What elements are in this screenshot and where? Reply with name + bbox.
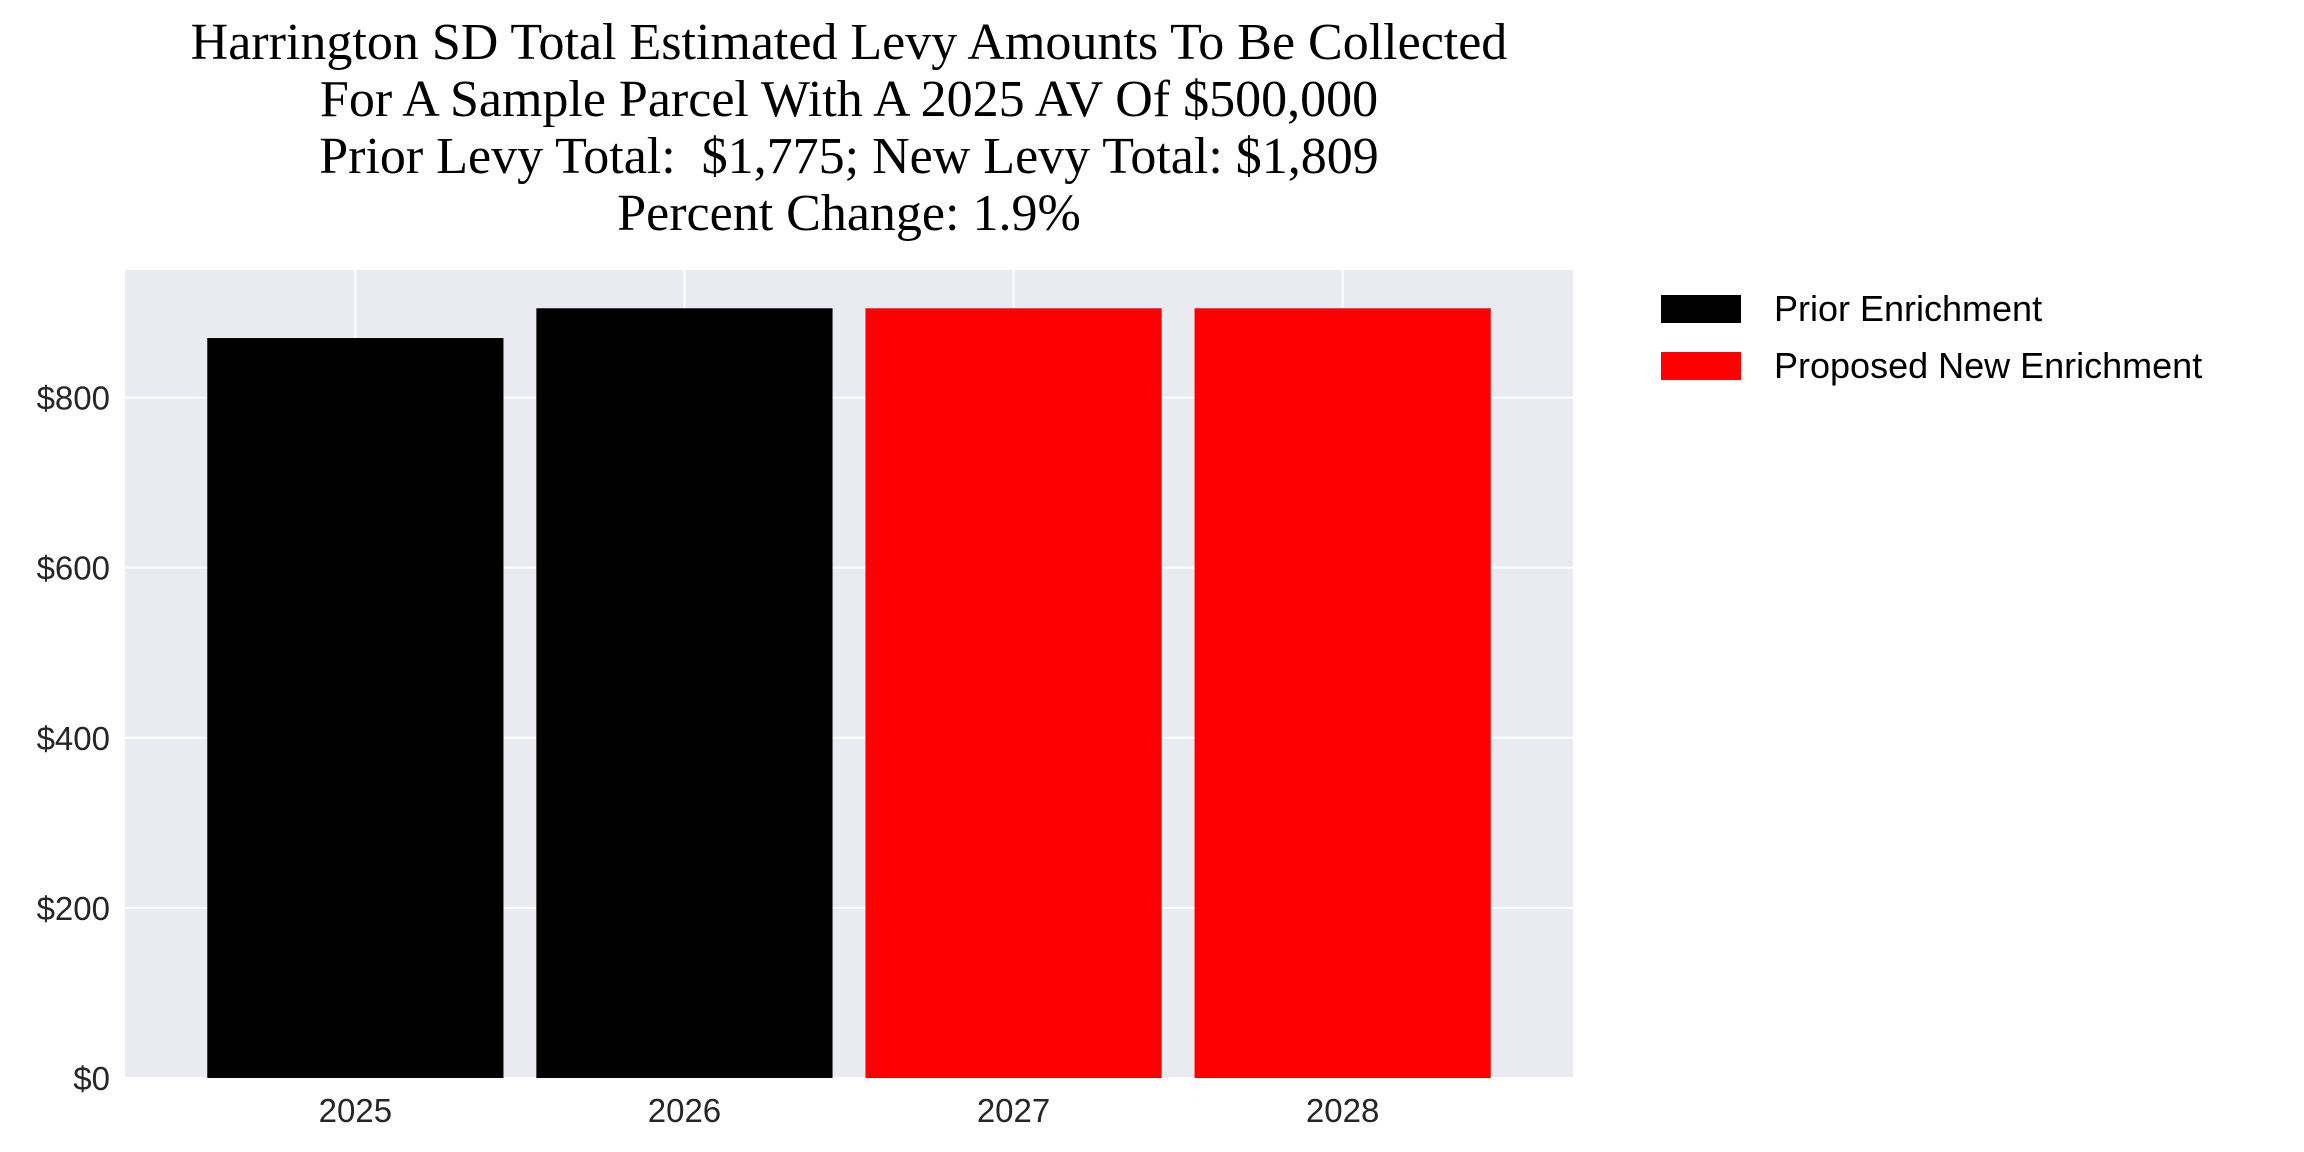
bar-2026 xyxy=(536,308,833,1078)
chart-title: Harrington SD Total Estimated Levy Amoun… xyxy=(0,14,1698,242)
x-tick-label: 2026 xyxy=(648,1092,721,1129)
legend-swatch-prior xyxy=(1661,294,1741,323)
legend-swatch-proposed xyxy=(1661,351,1741,380)
legend-label-prior: Prior Enrichment xyxy=(1774,287,2043,329)
x-tick-label: 2027 xyxy=(977,1092,1050,1129)
title-line-2: For A Sample Parcel With A 2025 AV Of $5… xyxy=(319,71,1379,128)
legend-item-prior: Prior Enrichment xyxy=(1661,280,2202,337)
title-line-1: Harrington SD Total Estimated Levy Amoun… xyxy=(190,14,1508,71)
y-tick-label: $200 xyxy=(37,890,110,927)
x-tick-label: 2028 xyxy=(1306,1092,1379,1129)
bar-2028 xyxy=(1194,308,1491,1078)
bar-2025 xyxy=(207,338,504,1078)
y-tick-label: $800 xyxy=(37,380,110,417)
y-tick-label: $400 xyxy=(37,720,110,757)
y-tick-label: $0 xyxy=(73,1060,110,1097)
legend: Prior Enrichment Proposed New Enrichment xyxy=(1661,280,2202,394)
x-tick-label: 2025 xyxy=(319,1092,392,1129)
y-tick-label: $600 xyxy=(37,550,110,587)
title-line-4: Percent Change: 1.9% xyxy=(617,185,1081,242)
legend-item-proposed: Proposed New Enrichment xyxy=(1661,337,2202,394)
legend-label-proposed: Proposed New Enrichment xyxy=(1774,344,2203,386)
title-line-3: Prior Levy Total: $1,775; New Levy Total… xyxy=(319,128,1379,185)
bar-2027 xyxy=(865,308,1162,1078)
